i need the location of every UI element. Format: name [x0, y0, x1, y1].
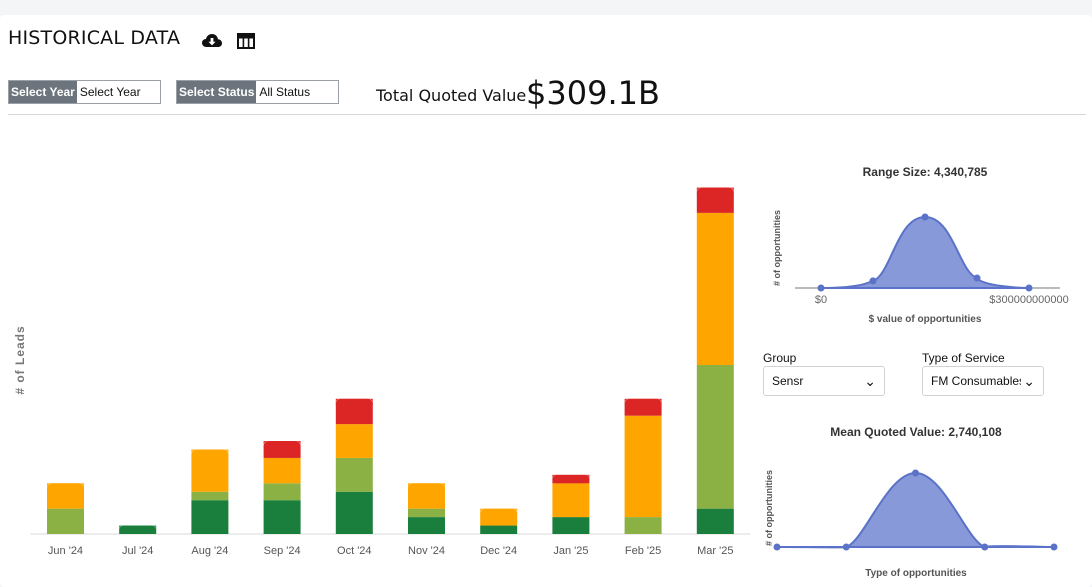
range-size-title: Range Size: 4,340,785: [863, 165, 988, 179]
mean-quoted-distribution-chart: Mean Quoted Value: 2,740,108 # of opport…: [764, 425, 1058, 579]
bar-segment[interactable]: [408, 517, 445, 534]
bar-top-cap: [696, 187, 734, 198]
distribution-point[interactable]: [842, 543, 850, 551]
bar-segment[interactable]: [263, 483, 301, 501]
page-title: HISTORICAL DATA: [8, 27, 181, 49]
distribution-point[interactable]: [817, 284, 825, 292]
total-quoted-label: Total Quoted Value: [376, 86, 527, 105]
bar-segment[interactable]: [480, 525, 518, 534]
bar-top-cap: [119, 525, 157, 534]
bar-x-tick-label: Jul '24: [122, 545, 153, 557]
bar-top-cap: [552, 474, 590, 484]
bar-x-tick-label: Aug '24: [191, 545, 228, 557]
mean-quoted-xlabel: Type of opportunities: [865, 568, 967, 579]
distribution-area: [776, 471, 1055, 549]
bar-top-cap: [191, 449, 229, 460]
bar-top-cap: [263, 441, 301, 452]
bar-segment[interactable]: [263, 500, 301, 534]
bar-x-tick-label: Sep '24: [264, 545, 301, 557]
distribution-point[interactable]: [1050, 543, 1058, 551]
bar-x-tick-label: Dec '24: [480, 545, 517, 557]
bar-segment[interactable]: [552, 517, 590, 534]
distribution-point[interactable]: [981, 543, 989, 551]
status-filter-value[interactable]: All Status: [256, 81, 338, 103]
range-size-ylabel: # of opportunities: [772, 210, 782, 286]
bar-x-tick-label: Oct '24: [337, 545, 372, 557]
bar-x-tick-label: Feb '25: [625, 545, 661, 557]
mean-quoted-title: Mean Quoted Value: 2,740,108: [830, 425, 1002, 439]
year-filter-value[interactable]: Select Year: [76, 81, 160, 103]
mean-quoted-ylabel: # of opportunities: [764, 470, 774, 546]
range-size-xlabel: $ value of opportunities: [869, 314, 982, 325]
header-divider: [8, 114, 1086, 115]
bar-x-tick-label: Jun '24: [48, 545, 83, 557]
bar-segment[interactable]: [335, 424, 373, 458]
group-select-value: Sensr: [772, 374, 804, 388]
status-filter[interactable]: Select Status All Status: [176, 80, 339, 104]
distribution-point[interactable]: [1025, 284, 1033, 292]
service-label: Type of Service: [922, 351, 1005, 365]
service-select[interactable]: FM Consumables ⌄: [922, 366, 1044, 396]
bar-segment[interactable]: [408, 508, 445, 518]
group-select[interactable]: Sensr ⌄: [763, 366, 885, 396]
bar-segment[interactable]: [696, 212, 734, 365]
distribution-point[interactable]: [912, 469, 919, 477]
range-size-tick-1: $300000000000: [989, 294, 1069, 306]
year-filter[interactable]: Select Year Select Year: [8, 80, 161, 104]
bar-x-tick-label: Jan '25: [553, 545, 588, 557]
bar-x-tick-label: Mar '25: [697, 545, 733, 557]
bar-segment[interactable]: [696, 508, 734, 534]
total-quoted-value: $309.1B: [526, 74, 660, 112]
distribution-point[interactable]: [973, 274, 981, 282]
distribution-area: [820, 215, 1030, 289]
bar-segment[interactable]: [624, 517, 662, 534]
year-filter-label: Select Year: [9, 81, 77, 103]
bar-top-cap: [624, 398, 662, 409]
chevron-down-icon: ⌄: [864, 373, 876, 389]
bar-segment[interactable]: [47, 508, 84, 534]
bar-top-cap: [47, 483, 84, 494]
bar-top-cap: [408, 483, 445, 494]
bar-segment[interactable]: [696, 365, 734, 509]
table-icon[interactable]: [235, 31, 257, 51]
leads-bar-chart: # of Leads Jun '24 Jul '24 Aug '24 Sep '24 O…: [13, 187, 750, 557]
distribution-point[interactable]: [869, 277, 877, 285]
bar-segment[interactable]: [335, 457, 373, 492]
status-filter-label: Select Status: [177, 81, 257, 103]
bar-top-cap: [480, 508, 518, 519]
bar-segment[interactable]: [191, 500, 229, 534]
service-select-value: FM Consumables: [931, 374, 1026, 388]
bar-segment[interactable]: [624, 415, 662, 518]
bar-chart-ylabel: # of Leads: [13, 325, 27, 394]
distribution-point[interactable]: [921, 213, 929, 221]
cloud-download-icon[interactable]: [201, 31, 223, 51]
group-label: Group: [763, 351, 797, 365]
chevron-down-icon: ⌄: [1021, 367, 1035, 395]
bar-segment[interactable]: [335, 491, 373, 534]
bar-top-cap: [335, 398, 373, 409]
bar-segment[interactable]: [552, 483, 590, 518]
range-size-distribution-chart: Range Size: 4,340,785 # of opportunities…: [772, 165, 1069, 325]
bar-segment[interactable]: [263, 457, 301, 484]
range-size-tick-0: $0: [815, 294, 827, 306]
distribution-point[interactable]: [773, 543, 781, 551]
bar-x-tick-label: Nov '24: [408, 545, 445, 557]
bar-segment[interactable]: [191, 491, 229, 501]
